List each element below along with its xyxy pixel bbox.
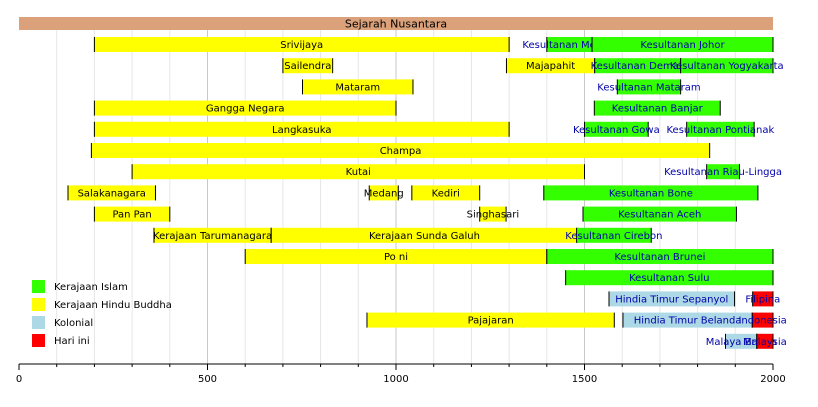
bar-label: Kesultanan Aceh [618, 210, 701, 221]
bar-majapahit [506, 58, 595, 74]
bar-hindia-timur-sepanyol [609, 291, 735, 307]
bar-kesultanan-gowa [584, 121, 649, 137]
bar-label: Mataram [335, 82, 380, 93]
timeline-bars: Srivijaya Kesultanan Melaka Kesultanan Joh… [67, 37, 787, 349]
bar-langkasuka [94, 121, 510, 137]
bar-pan-pan [94, 206, 170, 222]
bar-label: Kesultanan Gowa [573, 125, 660, 136]
bar-label: Gangga Negara [206, 104, 285, 115]
bar-label: Majapahit [526, 61, 575, 72]
bar-label: Srivijaya [280, 40, 323, 51]
bar-po-ni [245, 249, 547, 264]
bar-label: Kerajaan Sunda Galuh [369, 231, 480, 242]
x-axis: 0 500 1000 1500 2000 [16, 363, 786, 385]
bar-label: Kesultanan Melaka [522, 40, 616, 51]
bar-label: Kediri [432, 188, 460, 199]
legend-label: Kerajaan Islam [54, 282, 128, 293]
bar-label: Kesultanan Riau-Lingga [664, 167, 782, 178]
bar-malaya-british [725, 333, 757, 349]
bar-kesultanan-pontianak [686, 121, 755, 137]
bar-kesultanan-melaka [546, 37, 593, 52]
bar-medang [369, 185, 399, 201]
bar-label: Kesultanan Cirebon [565, 231, 662, 242]
bar-label: Filipina [745, 294, 780, 305]
chart-title: Sejarah Nusantara [345, 18, 447, 31]
bar-kerajaan-sunda-galuh [271, 227, 578, 243]
legend-swatch [32, 298, 45, 311]
bar-mataram [302, 79, 413, 95]
bar-label: Hindia Timur Sepanyol [615, 294, 728, 305]
bar-label: Medang [364, 188, 404, 199]
bar-malaysia [756, 333, 773, 349]
bar-label: Kesultanan Pontianak [667, 125, 775, 136]
tick-label: 500 [198, 374, 217, 385]
bar-singhasari [479, 206, 507, 222]
bar-label: Kesultanan Brunei [614, 252, 705, 263]
legend-label: Kerajaan Hindu Buddha [54, 300, 172, 311]
bar-label: Kerajaan Tarumanagara [153, 231, 272, 242]
bar-kerajaan-tarumanagara [153, 227, 272, 243]
bar-gangga-negara [94, 100, 397, 116]
legend-label: Kolonial [54, 318, 93, 329]
bar-label: Pajajaran [468, 316, 514, 327]
bar-kediri [411, 185, 480, 201]
bar-label: Po ni [384, 252, 408, 263]
bar-label: Langkasuka [272, 125, 331, 136]
bar-kesultanan-banjar [594, 100, 721, 116]
bar-label: Kesultanan Sulu [629, 273, 709, 284]
bar-label: Kutai [346, 167, 371, 178]
tick-label: 2000 [760, 374, 785, 385]
bar-label: Kesultanan Yogyakarta [670, 61, 784, 72]
bar-srivijaya [94, 37, 510, 52]
bar-kesultanan-aceh [582, 206, 737, 222]
bar-sailendra [282, 58, 333, 74]
bar-kesultanan-sulu [565, 270, 773, 286]
bar-hindia-timur-belanda [622, 312, 753, 328]
bar-label: Singhasari [467, 210, 520, 221]
bar-label: Pan Pan [112, 210, 151, 221]
bar-label: Kesultanan Bone [609, 188, 693, 199]
tick-label: 1500 [572, 374, 597, 385]
bar-kesultanan-riau-lingga [706, 164, 740, 180]
bar-kesultanan-demak [594, 58, 681, 74]
bar-label: Kesultanan Johor [640, 40, 725, 51]
bar-label: Malaya British [706, 337, 777, 348]
tick-label: 1000 [383, 374, 408, 385]
bar-label: Kesultanan Banjar [612, 104, 704, 115]
bar-filipina [752, 291, 773, 307]
bar-kesultanan-brunei [546, 249, 773, 264]
bar-kesultanan-mataram [617, 79, 681, 95]
legend-swatch [32, 316, 45, 329]
bar-indonesia [752, 312, 773, 328]
legend-swatch [32, 334, 45, 347]
bar-kesultanan-johor [592, 37, 773, 52]
tick-label: 0 [16, 374, 22, 385]
bar-kesultanan-cirebon [576, 227, 652, 243]
bar-label: Indonesia [738, 316, 786, 327]
bar-label: Sailendra [284, 61, 331, 72]
bar-label: Kesultanan Mataram [597, 82, 700, 93]
bar-label: Champa [380, 146, 422, 157]
legend-swatch [32, 280, 45, 293]
legend: Kerajaan Islam Kerajaan Hindu Buddha Kolon… [32, 280, 172, 347]
bar-label: Kesultanan Demak [591, 61, 685, 72]
bar-kesultanan-yogyakarta [680, 58, 773, 74]
bar-label: Malaysia [743, 337, 787, 348]
bar-champa [91, 143, 710, 158]
bar-kutai [132, 164, 585, 180]
bar-salakanagara [68, 185, 156, 201]
legend-label: Hari ini [54, 336, 90, 347]
title-bar [19, 17, 773, 30]
bar-label: Hindia Timur Belanda [634, 316, 742, 327]
bar-kesultanan-bone [543, 185, 758, 201]
bar-label: Salakanagara [78, 188, 146, 199]
bar-pajajaran [366, 312, 615, 328]
